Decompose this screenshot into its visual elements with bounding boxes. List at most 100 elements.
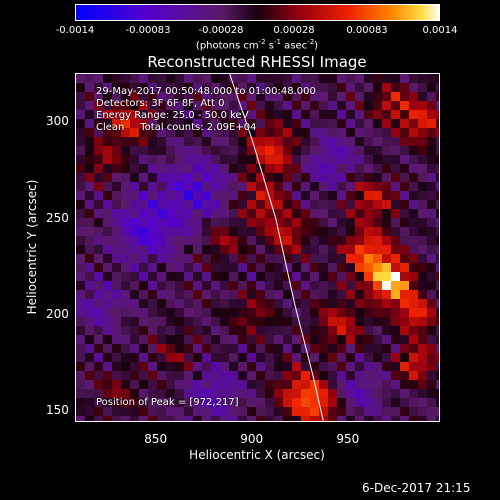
heatmap-cell	[310, 209, 320, 219]
heatmap-cell	[256, 353, 266, 363]
heatmap-cell	[373, 272, 383, 282]
heatmap-cell	[157, 326, 167, 336]
heatmap-cell	[184, 227, 194, 237]
heatmap-cell	[166, 299, 176, 309]
heatmap-cell	[301, 281, 311, 291]
heatmap-cell	[184, 209, 194, 219]
heatmap-cell	[148, 137, 158, 147]
heatmap-cell	[76, 389, 86, 399]
heatmap-cell	[373, 155, 383, 165]
heatmap-cell	[409, 182, 419, 192]
heatmap-cell	[121, 335, 131, 345]
heatmap-cell	[112, 380, 122, 390]
heatmap-cell	[292, 380, 302, 390]
heatmap-cell	[436, 290, 439, 300]
heatmap-cell	[193, 407, 203, 417]
heatmap-cell	[292, 389, 302, 399]
heatmap-cell	[112, 191, 122, 201]
heatmap-cell	[247, 344, 257, 354]
heatmap-cell	[328, 137, 338, 147]
heatmap-cell	[364, 173, 374, 183]
heatmap-cell	[391, 380, 401, 390]
heatmap-cell	[121, 92, 131, 102]
heatmap-cell	[409, 209, 419, 219]
heatmap-cell	[283, 74, 293, 84]
heatmap-cell	[355, 236, 365, 246]
heatmap-cell	[247, 389, 257, 399]
heatmap-cell	[166, 128, 176, 138]
heatmap-cell	[418, 137, 428, 147]
heatmap-cell	[157, 146, 167, 156]
heatmap-cell	[418, 416, 428, 421]
heatmap-cell	[238, 227, 248, 237]
heatmap-cell	[157, 353, 167, 363]
heatmap-cell	[292, 362, 302, 372]
heatmap-cell	[202, 209, 212, 219]
heatmap-cell	[211, 371, 221, 381]
heatmap-cell	[211, 209, 221, 219]
heatmap-cell	[220, 74, 230, 84]
heatmap-cell	[256, 191, 266, 201]
heatmap-cell	[238, 362, 248, 372]
heatmap-cell	[400, 299, 410, 309]
heatmap-cell	[319, 380, 329, 390]
heatmap-cell	[409, 308, 419, 318]
heatmap-cell	[292, 263, 302, 273]
heatmap-cell	[319, 92, 329, 102]
heatmap-cell	[328, 371, 338, 381]
heatmap-cell	[157, 164, 167, 174]
heatmap-cell	[337, 155, 347, 165]
heatmap-cell	[265, 353, 275, 363]
heatmap-cell	[328, 146, 338, 156]
heatmap-cell	[184, 245, 194, 255]
heatmap-cell	[373, 74, 383, 84]
heatmap-cell	[256, 200, 266, 210]
heatmap-cell	[364, 254, 374, 264]
heatmap-cell	[184, 191, 194, 201]
colorbar-tick-label: -0.00028	[198, 25, 244, 36]
heatmap-cell	[148, 317, 158, 327]
heatmap-cell	[364, 380, 374, 390]
heatmap-cell	[211, 290, 221, 300]
heatmap-cell	[103, 371, 113, 381]
heatmap-cell	[292, 164, 302, 174]
heatmap-cell	[346, 155, 356, 165]
heatmap-cell	[166, 119, 176, 129]
heatmap-cell	[175, 263, 185, 273]
heatmap-cell	[175, 227, 185, 237]
heatmap-cell	[193, 290, 203, 300]
heatmap-cell	[301, 119, 311, 129]
heatmap-cell	[175, 344, 185, 354]
heatmap-cell	[103, 137, 113, 147]
y-axis-label: Heliocentric Y (arcsec)	[25, 179, 39, 315]
heatmap-cell	[292, 173, 302, 183]
heatmap-cell	[175, 362, 185, 372]
heatmap-cell	[319, 344, 329, 354]
heatmap-cell	[301, 407, 311, 417]
heatmap-cell	[346, 254, 356, 264]
heatmap-cell	[355, 317, 365, 327]
heatmap-cell	[103, 92, 113, 102]
heatmap-cell	[76, 398, 86, 408]
heatmap-cell	[391, 389, 401, 399]
heatmap-cell	[130, 290, 140, 300]
heatmap-cell	[283, 263, 293, 273]
heatmap-cell	[283, 173, 293, 183]
heatmap-cell	[229, 254, 239, 264]
heatmap-cell	[436, 362, 439, 372]
heatmap-cell	[139, 254, 149, 264]
heatmap-cell	[166, 290, 176, 300]
heatmap-cell	[382, 83, 392, 93]
heatmap-cell	[283, 254, 293, 264]
heatmap-cell	[202, 362, 212, 372]
heatmap-cell	[301, 155, 311, 165]
heatmap-cell	[256, 155, 266, 165]
heatmap-cell	[355, 389, 365, 399]
heatmap-cell	[310, 326, 320, 336]
heatmap-cell	[328, 200, 338, 210]
heatmap-cell	[157, 191, 167, 201]
heatmap-cell	[355, 290, 365, 300]
heatmap-cell	[337, 353, 347, 363]
heatmap-cell	[76, 92, 86, 102]
heatmap-cell	[373, 335, 383, 345]
